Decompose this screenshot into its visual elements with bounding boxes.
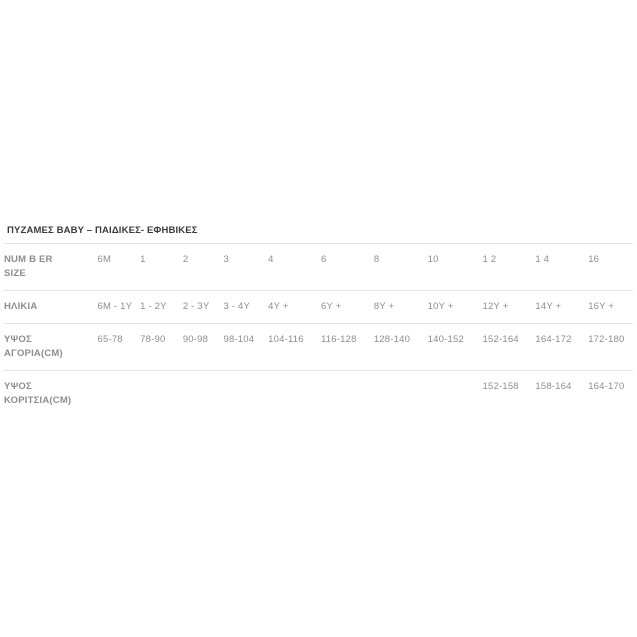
row-label-height-boys: ΥΨΟΣ ΑΓΟΡΙΑ(CM) xyxy=(4,324,97,371)
table-cell: 6M xyxy=(97,254,112,265)
table-cell: 4 xyxy=(268,254,274,265)
row-label-line1: ΗΛΙΚΙΑ xyxy=(4,301,38,312)
row-label-line1: NUM B ER xyxy=(4,254,53,265)
table-cell: 2 xyxy=(182,254,189,265)
table-cell: 6 xyxy=(321,254,327,265)
table-cell: 6M - 1Y xyxy=(97,301,133,312)
row-label-line1: ΥΨΟΣ xyxy=(4,381,32,392)
table-cell: 14Y + xyxy=(535,301,562,312)
table-cell: 1 xyxy=(140,254,146,265)
table-cell: 3 xyxy=(223,254,229,265)
table-cell: 4Y + xyxy=(268,301,289,312)
table-cell: 98-104 xyxy=(223,334,255,345)
table-cell: 128-140 xyxy=(373,334,411,345)
table-row: ΥΨΟΣ ΑΓΟΡΙΑ(CM) 65-78 78-90 90-98 98-104… xyxy=(4,323,633,371)
row-label-number-size: NUM B ER SIZE xyxy=(4,244,97,291)
table-cell xyxy=(223,371,268,418)
size-table: NUM B ER SIZE 6M 1 2 3 4 6 8 10 1 2 1 4 … xyxy=(4,243,633,417)
table-cell: 65-78 xyxy=(97,334,123,345)
table-cell: 152-158 xyxy=(482,381,519,392)
table-cell: 6Y + xyxy=(321,301,342,312)
row-label-age: ΗΛΙΚΙΑ xyxy=(4,291,97,324)
table-row: NUM B ER SIZE 6M 1 2 3 4 6 8 10 1 2 1 4 … xyxy=(4,243,633,291)
row-label-height-girls: ΥΨΟΣ ΚΟΡΙΤΣΙΑ(CM) xyxy=(4,371,97,418)
table-cell xyxy=(97,371,140,418)
row-label-line2: SIZE xyxy=(4,268,26,279)
table-cell: 1 2 xyxy=(482,254,497,265)
table-cell: 10Y + xyxy=(427,301,454,312)
table-cell: 172-180 xyxy=(588,334,625,345)
table-cell: 152-164 xyxy=(482,334,519,345)
table-cell: 164-170 xyxy=(588,381,625,392)
table-cell: 104-116 xyxy=(268,334,304,345)
table-cell xyxy=(268,371,321,418)
table-cell xyxy=(321,371,374,418)
page-title: ΠΥΖΑΜΕΣ BABY – ΠΑΙΔΙΚΕΣ- ΕΦΗΒΙΚΕΣ xyxy=(7,225,198,236)
table-cell: 16 xyxy=(588,254,600,265)
table-row: ΥΨΟΣ ΚΟΡΙΤΣΙΑ(CM) 152-158 158-164 164-17… xyxy=(4,370,633,418)
table-cell xyxy=(374,371,428,418)
table-row: ΗΛΙΚΙΑ 6M - 1Y 1 - 2Y 2 - 3Y 3 - 4Y 4Y +… xyxy=(4,290,633,324)
size-chart: ΠΥΖΑΜΕΣ BABY – ΠΑΙΔΙΚΕΣ- ΕΦΗΒΙΚΕΣ NUM B … xyxy=(0,225,637,417)
table-cell: 1 - 2Y xyxy=(140,301,167,312)
table-cell: 78-90 xyxy=(140,334,166,345)
table-cell: 10 xyxy=(427,254,439,265)
table-cell xyxy=(183,371,224,418)
table-cell: 158-164 xyxy=(535,381,572,392)
table-cell: 90-98 xyxy=(182,334,209,345)
table-cell xyxy=(140,371,183,418)
table-cell: 8 xyxy=(373,254,380,265)
table-cell: 116-128 xyxy=(321,334,357,345)
table-cell: 140-152 xyxy=(427,334,464,345)
row-label-line2: ΑΓΟΡΙΑ(CM) xyxy=(4,348,63,359)
table-cell: 16Y + xyxy=(588,301,615,312)
row-label-line2: ΚΟΡΙΤΣΙΑ(CM) xyxy=(4,395,72,406)
table-cell: 3 - 4Y xyxy=(223,301,251,312)
table-cell: 12Y + xyxy=(482,301,509,312)
table-cell: 2 - 3Y xyxy=(182,301,210,312)
table-cell: 1 4 xyxy=(535,254,550,265)
table-cell: 8Y + xyxy=(373,301,395,312)
table-cell xyxy=(428,371,483,418)
row-label-line1: ΥΨΟΣ xyxy=(4,334,32,345)
table-cell: 164-172 xyxy=(535,334,572,345)
